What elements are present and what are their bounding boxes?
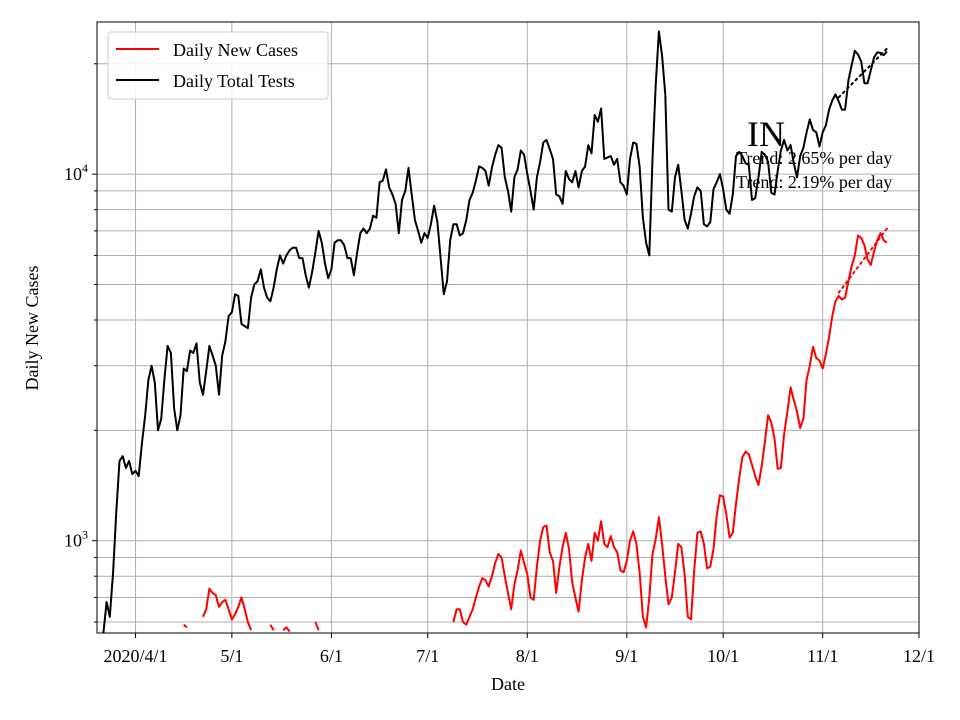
- trend-text-tests: Trend: 2.19% per day: [736, 172, 892, 192]
- series-line-cases: [183, 232, 888, 633]
- x-tick-label: 7/1: [416, 646, 439, 666]
- trend-line-tests: [837, 47, 888, 99]
- legend-label-cases: Daily New Cases: [173, 40, 298, 60]
- state-code-annotation: IN: [747, 114, 785, 154]
- plot-frame: [96, 21, 920, 634]
- y-axis-ticks: 103 104: [64, 63, 97, 623]
- y-tick-label: 103: [64, 528, 88, 551]
- x-tick-label: 2020/4/1: [104, 646, 168, 666]
- series-line-tests: [102, 30, 888, 633]
- x-axis-ticks: 2020/4/1 5/1 6/1 7/1 8/1 9/1 10/1 11/1 12/1: [104, 633, 935, 666]
- x-tick-label: 11/1: [807, 646, 838, 666]
- series-layer: [102, 30, 888, 633]
- x-tick-label: 12/1: [903, 646, 935, 666]
- x-tick-label: 5/1: [220, 646, 243, 666]
- grid: [97, 22, 920, 633]
- x-axis-label: Date: [491, 674, 525, 694]
- x-tick-label: 6/1: [320, 646, 343, 666]
- legend-box: [107, 31, 329, 100]
- legend-label-tests: Daily Total Tests: [173, 71, 295, 91]
- y-axis-label: Daily New Cases: [22, 266, 42, 391]
- trend-line-cases: [837, 227, 888, 294]
- legend: Daily New Cases Daily Total Tests: [107, 31, 329, 100]
- trend-text-cases: Trend: 2.65% per day: [736, 148, 892, 168]
- x-tick-label: 10/1: [707, 646, 739, 666]
- x-tick-label: 8/1: [516, 646, 539, 666]
- x-tick-label: 9/1: [615, 646, 638, 666]
- y-tick-label: 104: [64, 161, 88, 184]
